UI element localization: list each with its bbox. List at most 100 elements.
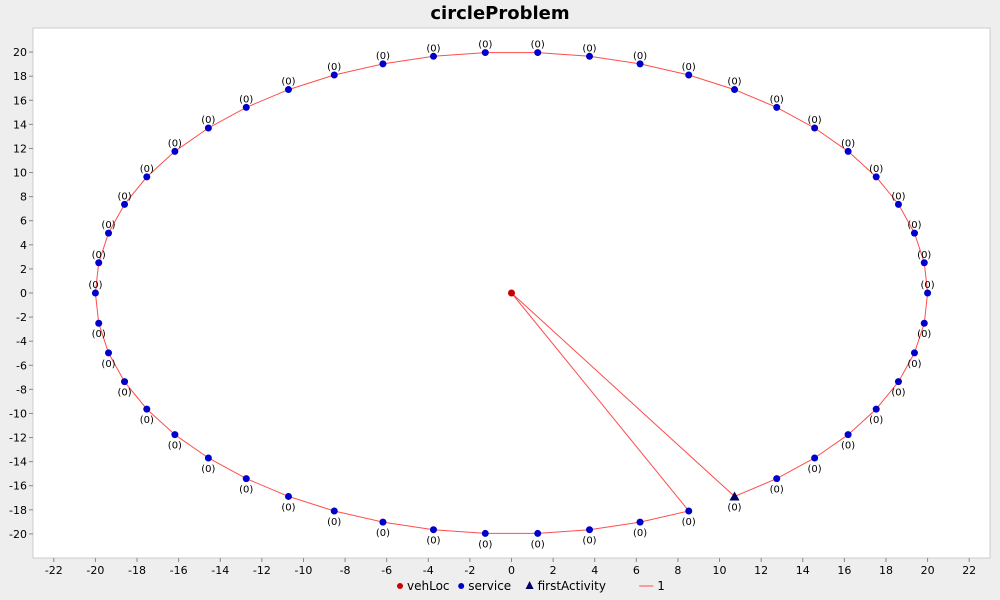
service-point: [330, 507, 338, 515]
x-tick-label: -22: [45, 564, 63, 577]
y-tick-label: 10: [13, 167, 27, 180]
service-point: [534, 529, 542, 537]
data-label: (0): [727, 77, 741, 88]
service-point: [379, 60, 387, 68]
route-line: [94, 52, 929, 534]
legend-marker-firstActivity: [525, 581, 534, 589]
y-tick-label: -14: [9, 456, 27, 469]
data-label: (0): [327, 62, 341, 73]
service-point: [685, 507, 693, 515]
service-point: [204, 454, 212, 462]
data-label: (0): [88, 280, 102, 291]
data-label: (0): [92, 250, 106, 261]
data-label: (0): [426, 43, 440, 54]
data-label: (0): [168, 138, 182, 149]
service-point: [95, 259, 103, 267]
service-point: [844, 147, 852, 155]
service-point: [924, 289, 932, 297]
data-label: (0): [869, 164, 883, 175]
y-tick-label: -2: [16, 311, 27, 324]
x-tick-label: 20: [921, 564, 935, 577]
data-label: (0): [376, 528, 390, 539]
service-point: [636, 60, 644, 68]
x-tick-label: -16: [170, 564, 188, 577]
x-tick-label: -14: [211, 564, 229, 577]
service-point: [481, 529, 489, 537]
service-point: [171, 147, 179, 155]
service-point: [330, 71, 338, 79]
service-point: [910, 229, 918, 237]
service-point: [685, 71, 693, 79]
service-point: [534, 49, 542, 57]
data-label: (0): [682, 62, 696, 73]
y-tick-label: -8: [16, 383, 27, 396]
y-tick-label: -4: [16, 335, 27, 348]
y-tick-label: 6: [20, 215, 27, 228]
data-label: (0): [727, 502, 741, 513]
legend: vehLoc service firstActivity 1: [397, 579, 665, 593]
y-tick-label: 12: [13, 142, 27, 155]
service-point: [204, 124, 212, 132]
service-point: [143, 173, 151, 181]
x-tick-label: -12: [253, 564, 271, 577]
data-label: (0): [376, 51, 390, 62]
x-tick-label: 0: [508, 564, 515, 577]
data-label: (0): [841, 441, 855, 452]
service-point: [894, 378, 902, 386]
data-label: (0): [140, 415, 154, 426]
data-label: (0): [201, 115, 215, 126]
service-point: [105, 349, 113, 357]
x-tick-label: 14: [796, 564, 810, 577]
data-label: (0): [426, 536, 440, 547]
service-point: [143, 405, 151, 413]
y-tick-label: 4: [20, 239, 27, 252]
y-tick-label: -18: [9, 504, 27, 517]
x-tick-label: -8: [340, 564, 351, 577]
service-point: [95, 319, 103, 327]
data-label: (0): [281, 77, 295, 88]
x-tick-label: 12: [754, 564, 768, 577]
data-label: (0): [582, 536, 596, 547]
y-tick-label: 16: [13, 94, 27, 107]
service-point: [91, 289, 99, 297]
x-tick-label: 22: [962, 564, 976, 577]
data-label: (0): [891, 191, 905, 202]
y-tick-label: 8: [20, 191, 27, 204]
service-point: [773, 475, 781, 483]
y-tick-label: -16: [9, 480, 27, 493]
data-label: (0): [907, 220, 921, 231]
data-label: (0): [327, 517, 341, 528]
legend-marker-service: [458, 583, 465, 589]
data-label: (0): [168, 441, 182, 452]
vehicle-location-point: [508, 289, 515, 297]
legend-label: service: [468, 579, 511, 593]
x-tick-label: -4: [423, 564, 434, 577]
service-point: [242, 475, 250, 483]
x-tick-label: -10: [294, 564, 312, 577]
data-label: (0): [531, 40, 545, 51]
data-label: (0): [869, 415, 883, 426]
service-point: [773, 103, 781, 111]
data-label: (0): [841, 138, 855, 149]
data-label: (0): [582, 43, 596, 54]
first-activity-marker: [729, 491, 740, 501]
data-label: (0): [633, 528, 647, 539]
service-point: [731, 86, 739, 94]
data-label: (0): [921, 280, 935, 291]
route-layer: [94, 52, 929, 534]
data-label: (0): [770, 94, 784, 105]
service-point: [242, 103, 250, 111]
service-point: [284, 86, 292, 94]
service-point: [379, 518, 387, 526]
service-point: [910, 349, 918, 357]
data-label: (0): [531, 539, 545, 550]
service-point: [284, 492, 292, 500]
service-point: [844, 431, 852, 439]
service-point: [872, 173, 880, 181]
data-label: (0): [281, 502, 295, 513]
y-tick-label: -10: [9, 407, 27, 420]
data-label: (0): [891, 388, 905, 399]
x-tick-label: 8: [674, 564, 681, 577]
data-label: (0): [808, 464, 822, 475]
y-tick-label: -20: [9, 528, 27, 541]
